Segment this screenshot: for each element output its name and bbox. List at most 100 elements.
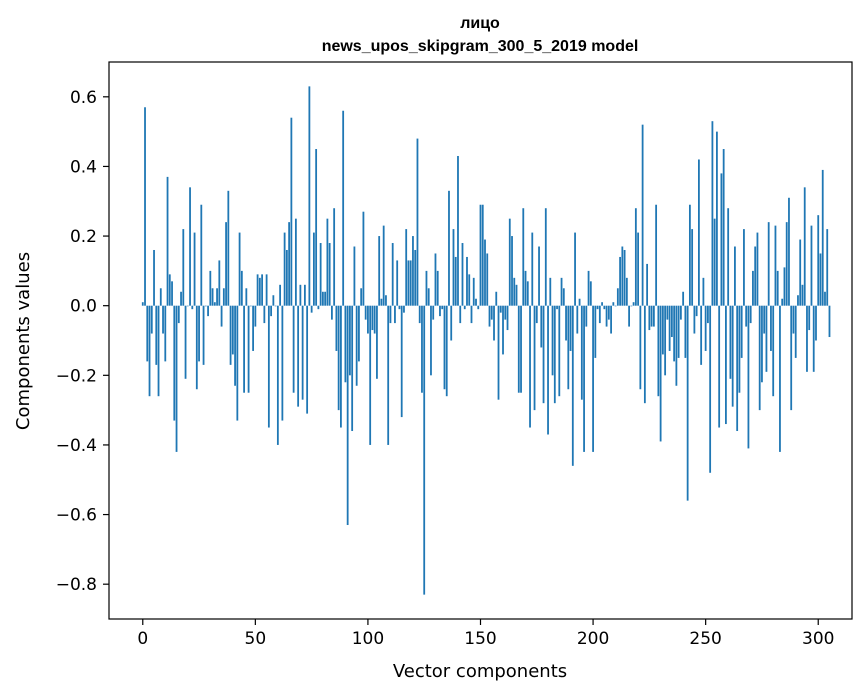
bar-55 bbox=[265, 274, 268, 306]
bar-12 bbox=[168, 274, 171, 306]
bar-8 bbox=[159, 288, 162, 306]
bar-251 bbox=[707, 305, 709, 324]
y-tick-label-1: −0.6 bbox=[56, 506, 97, 526]
bar-236 bbox=[673, 305, 676, 362]
bar-13 bbox=[171, 281, 173, 306]
bar-260 bbox=[727, 208, 730, 306]
bar-149 bbox=[477, 305, 480, 310]
bar-144 bbox=[466, 256, 468, 306]
bar-58 bbox=[272, 295, 275, 306]
bar-147 bbox=[472, 277, 475, 306]
bar-106 bbox=[380, 298, 383, 306]
bar-184 bbox=[556, 305, 558, 310]
bar-299 bbox=[815, 305, 817, 341]
bar-200 bbox=[592, 305, 594, 452]
bar-49 bbox=[252, 305, 254, 351]
bar-205 bbox=[603, 305, 606, 310]
bar-96 bbox=[358, 305, 360, 362]
bar-91 bbox=[346, 305, 349, 526]
bar-32 bbox=[213, 302, 216, 306]
bar-99 bbox=[364, 305, 367, 320]
chart-subtitle: news_upos_skipgram_300_5_2019 model bbox=[322, 38, 639, 55]
bar-218 bbox=[632, 302, 635, 306]
y-axis-label: Components values bbox=[13, 252, 34, 430]
bar-142 bbox=[461, 243, 464, 306]
bar-66 bbox=[290, 117, 293, 306]
y-tick-label-4: 0.0 bbox=[70, 297, 97, 317]
bar-80 bbox=[321, 291, 324, 306]
bar-225 bbox=[648, 305, 651, 331]
bar-194 bbox=[578, 298, 581, 306]
bar-103 bbox=[373, 305, 376, 334]
bar-115 bbox=[400, 305, 403, 418]
chart-title-group: лицо news_upos_skipgram_300_5_2019 model bbox=[322, 15, 639, 55]
bar-239 bbox=[679, 305, 682, 320]
bar-38 bbox=[227, 190, 230, 306]
bar-130 bbox=[434, 253, 437, 306]
bar-109 bbox=[387, 305, 390, 445]
bar-61 bbox=[279, 284, 282, 306]
bar-284 bbox=[781, 298, 784, 306]
bars-group bbox=[141, 86, 831, 595]
bar-238 bbox=[677, 305, 680, 358]
bar-247 bbox=[698, 159, 700, 306]
bar-120 bbox=[412, 236, 414, 306]
bar-254 bbox=[713, 218, 716, 306]
bar-295 bbox=[806, 305, 808, 372]
bar-156 bbox=[493, 305, 495, 341]
bar-51 bbox=[256, 274, 259, 306]
bar-48 bbox=[249, 305, 252, 307]
bar-28 bbox=[204, 305, 207, 307]
bar-94 bbox=[353, 246, 356, 306]
bar-47 bbox=[247, 305, 250, 393]
bar-143 bbox=[463, 305, 466, 310]
bar-287 bbox=[788, 197, 790, 306]
bar-41 bbox=[234, 305, 236, 386]
bar-76 bbox=[312, 232, 315, 306]
bar-300 bbox=[817, 215, 820, 306]
bar-113 bbox=[396, 260, 399, 306]
bar-253 bbox=[711, 121, 714, 306]
bar-209 bbox=[612, 302, 615, 306]
bar-59 bbox=[274, 305, 277, 307]
bar-17 bbox=[180, 291, 182, 306]
bar-45 bbox=[243, 305, 245, 393]
bar-228 bbox=[655, 204, 658, 306]
bar-30 bbox=[209, 270, 212, 306]
bar-180 bbox=[547, 305, 549, 435]
bar-233 bbox=[666, 305, 669, 320]
bar-241 bbox=[684, 305, 687, 358]
bar-201 bbox=[594, 305, 597, 358]
bar-207 bbox=[607, 305, 610, 320]
x-tick-label-5: 250 bbox=[689, 629, 721, 649]
bar-67 bbox=[292, 305, 295, 393]
plot-frame bbox=[108, 61, 853, 620]
bar-178 bbox=[542, 305, 545, 404]
bar-229 bbox=[657, 305, 660, 397]
y-tick-label-2: −0.4 bbox=[56, 436, 97, 456]
bar-282 bbox=[776, 270, 779, 306]
bar-234 bbox=[668, 305, 671, 351]
bar-148 bbox=[475, 298, 477, 306]
bar-261 bbox=[729, 305, 732, 379]
bar-63 bbox=[283, 232, 286, 306]
bar-286 bbox=[785, 222, 788, 306]
bar-137 bbox=[450, 305, 453, 341]
bar-197 bbox=[585, 305, 588, 327]
bar-273 bbox=[756, 232, 759, 306]
bar-71 bbox=[301, 305, 304, 400]
bar-220 bbox=[637, 232, 640, 306]
bar-81 bbox=[324, 291, 327, 306]
bar-31 bbox=[211, 288, 214, 306]
x-tick-label-0: 0 bbox=[137, 629, 148, 649]
bar-89 bbox=[342, 110, 345, 306]
bar-74 bbox=[308, 86, 311, 306]
bar-135 bbox=[445, 305, 448, 397]
bar-224 bbox=[646, 263, 649, 306]
bar-54 bbox=[263, 305, 266, 324]
y-tick-label-3: −0.2 bbox=[56, 366, 97, 386]
bar-98 bbox=[362, 211, 365, 306]
bar-302 bbox=[821, 169, 824, 306]
bar-245 bbox=[693, 305, 696, 334]
bar-206 bbox=[605, 305, 608, 327]
